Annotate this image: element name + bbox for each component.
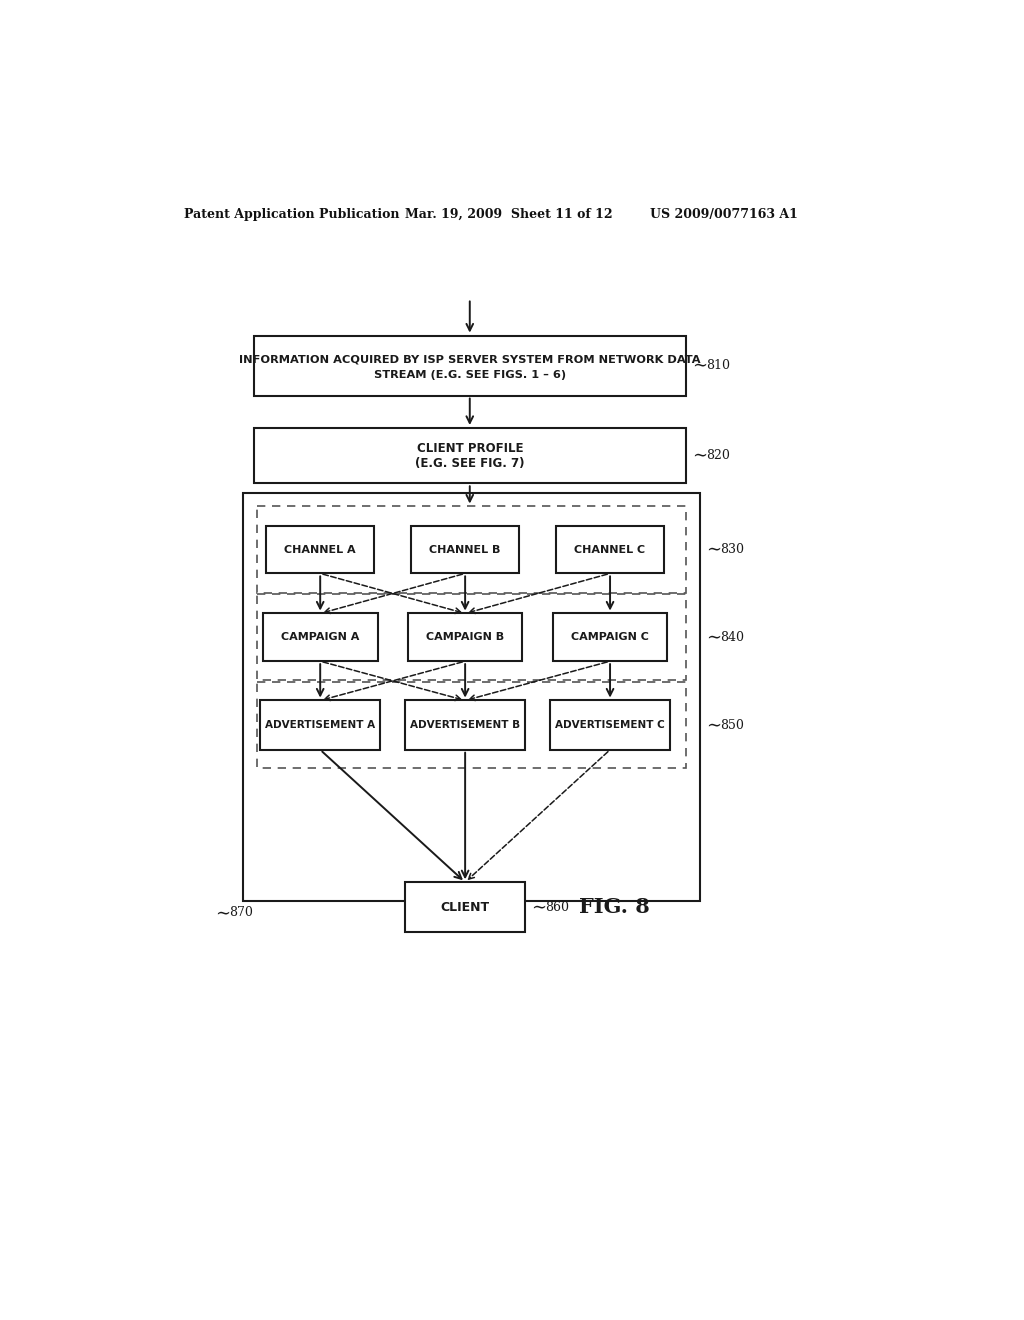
Text: ∼: ∼ [707,541,721,558]
Text: Mar. 19, 2009  Sheet 11 of 12: Mar. 19, 2009 Sheet 11 of 12 [406,209,613,222]
Text: FIG. 8: FIG. 8 [580,898,650,917]
Text: CLIENT PROFILE: CLIENT PROFILE [417,442,523,455]
Text: ∼: ∼ [531,898,547,916]
FancyBboxPatch shape [260,701,380,750]
FancyBboxPatch shape [254,335,686,396]
Text: CAMPAIGN C: CAMPAIGN C [571,632,649,643]
FancyBboxPatch shape [243,494,700,902]
FancyBboxPatch shape [408,614,522,661]
Text: US 2009/0077163 A1: US 2009/0077163 A1 [649,209,798,222]
Text: CHANNEL A: CHANNEL A [285,545,356,554]
FancyBboxPatch shape [553,614,668,661]
Text: CHANNEL C: CHANNEL C [574,545,645,554]
Text: ∼: ∼ [707,717,721,734]
FancyBboxPatch shape [263,614,378,661]
FancyBboxPatch shape [556,525,665,573]
Text: ADVERTISEMENT B: ADVERTISEMENT B [410,721,520,730]
FancyBboxPatch shape [254,428,686,483]
Text: Patent Application Publication: Patent Application Publication [183,209,399,222]
Text: ∼: ∼ [692,356,708,375]
Text: STREAM (E.G. SEE FIGS. 1 – 6): STREAM (E.G. SEE FIGS. 1 – 6) [374,370,566,380]
Text: ADVERTISEMENT C: ADVERTISEMENT C [555,721,665,730]
Text: ∼: ∼ [216,904,230,921]
Text: 840: 840 [720,631,744,644]
FancyBboxPatch shape [411,525,519,573]
Text: INFORMATION ACQUIRED BY ISP SERVER SYSTEM FROM NETWORK DATA: INFORMATION ACQUIRED BY ISP SERVER SYSTE… [239,354,700,364]
Text: ∼: ∼ [692,446,708,465]
Text: 850: 850 [720,718,744,731]
Text: ADVERTISEMENT A: ADVERTISEMENT A [265,721,375,730]
Text: 820: 820 [707,449,730,462]
Text: 810: 810 [707,359,730,372]
Text: 860: 860 [546,900,569,913]
Text: CAMPAIGN A: CAMPAIGN A [281,632,359,643]
Text: CLIENT: CLIENT [440,900,489,913]
Text: (E.G. SEE FIG. 7): (E.G. SEE FIG. 7) [415,457,524,470]
Text: CAMPAIGN B: CAMPAIGN B [426,632,504,643]
Text: 830: 830 [720,543,744,556]
FancyBboxPatch shape [406,701,525,750]
FancyBboxPatch shape [406,882,525,932]
Text: 870: 870 [229,907,253,920]
FancyBboxPatch shape [550,701,670,750]
Text: ∼: ∼ [707,628,721,647]
Text: CHANNEL B: CHANNEL B [429,545,501,554]
FancyBboxPatch shape [266,525,375,573]
